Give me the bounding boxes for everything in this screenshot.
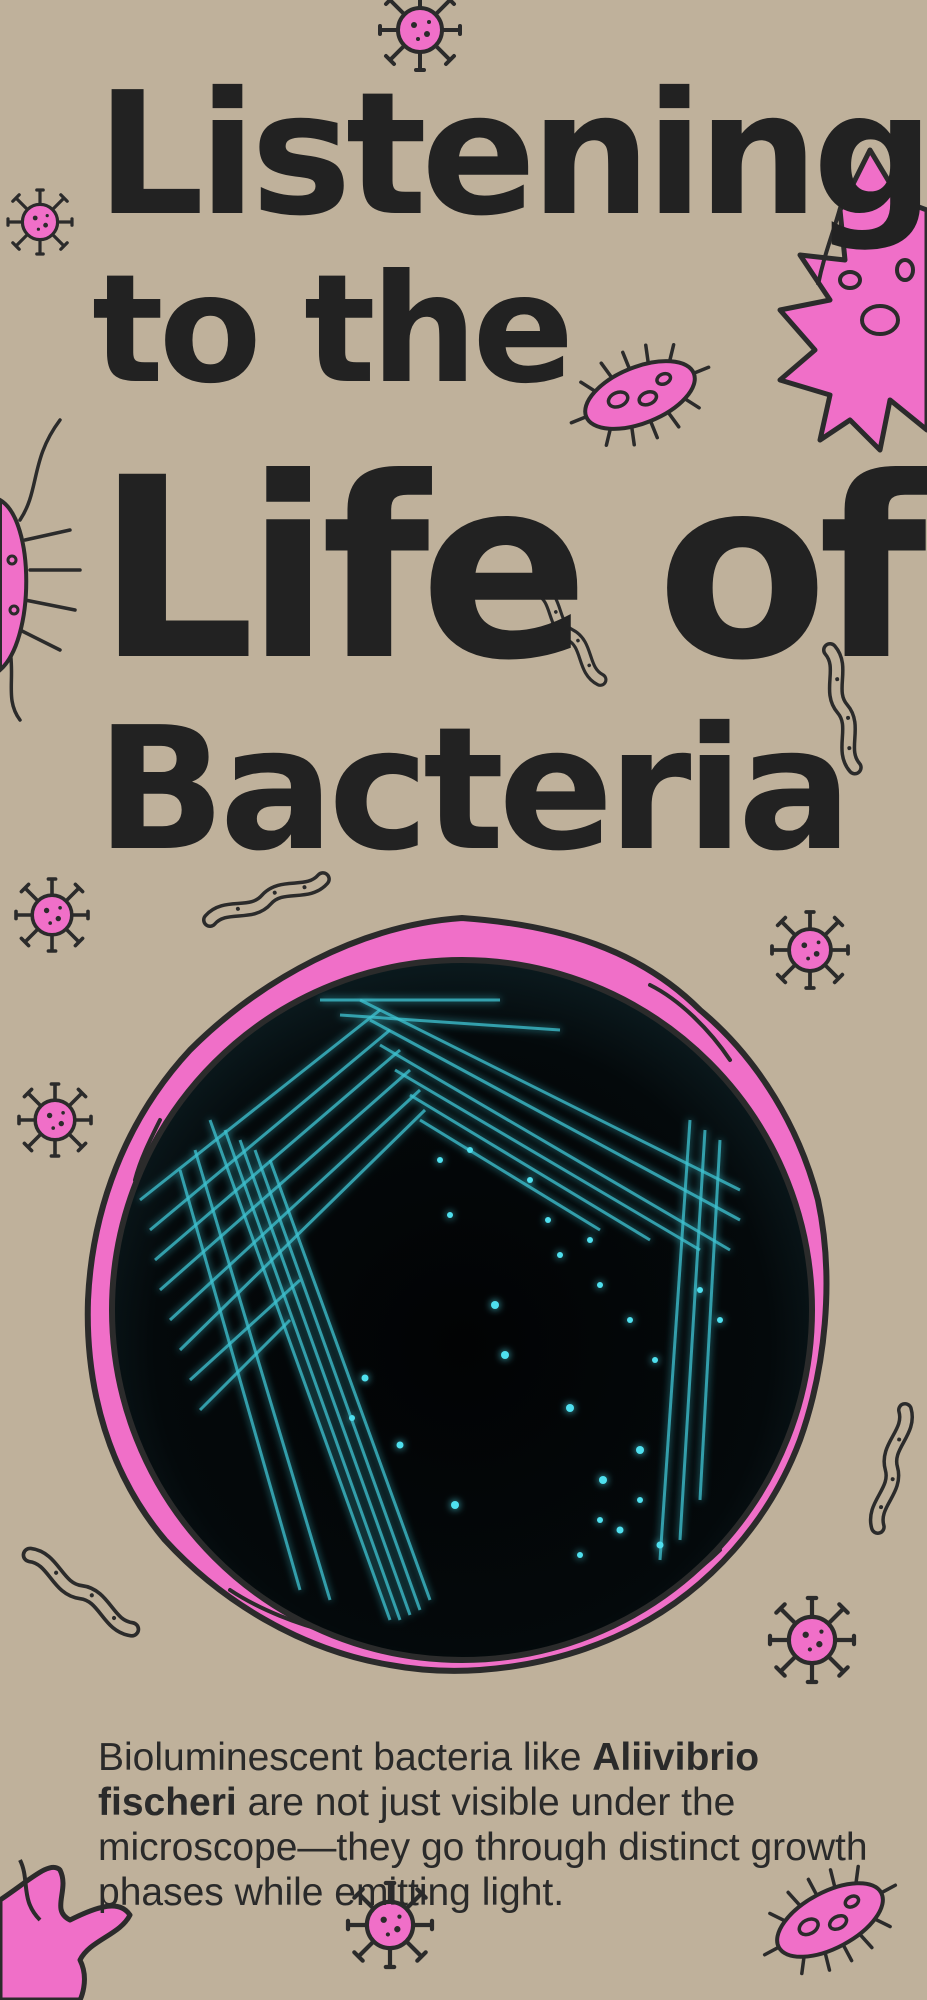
title-line-3: Life of (96, 424, 927, 715)
caption: Bioluminescent bacteria like Aliivibrio … (98, 1735, 888, 1915)
germ-illustration (14, 877, 90, 953)
title-line-2: to the (92, 243, 574, 417)
germ-illustration (770, 910, 850, 990)
title-line-4: Bacteria (96, 691, 852, 889)
bioluminescent-colonies (139, 998, 741, 1621)
worm-illustration (872, 1410, 912, 1528)
caption-species: Aliivibrio fischeri (98, 1736, 760, 1824)
amoeba-illustration (777, 147, 927, 453)
germ-illustration (770, 1598, 854, 1682)
germ-illustration (17, 1082, 93, 1158)
tentacle-creature-illustration (0, 1859, 133, 2000)
worm-illustration (29, 1548, 135, 1634)
flagellate-illustration (0, 418, 82, 722)
germ-illustration (6, 188, 74, 256)
title-line-1: Listening (96, 56, 927, 254)
petri-dish (84, 914, 830, 1674)
caption-lead: Bioluminescent bacteria like (98, 1736, 593, 1779)
caption-rest: are not just visible under the microscop… (98, 1781, 868, 1914)
